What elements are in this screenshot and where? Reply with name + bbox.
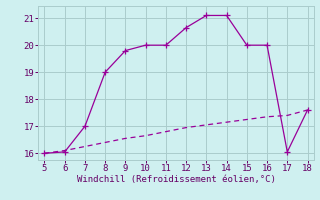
X-axis label: Windchill (Refroidissement éolien,°C): Windchill (Refroidissement éolien,°C)	[76, 175, 276, 184]
